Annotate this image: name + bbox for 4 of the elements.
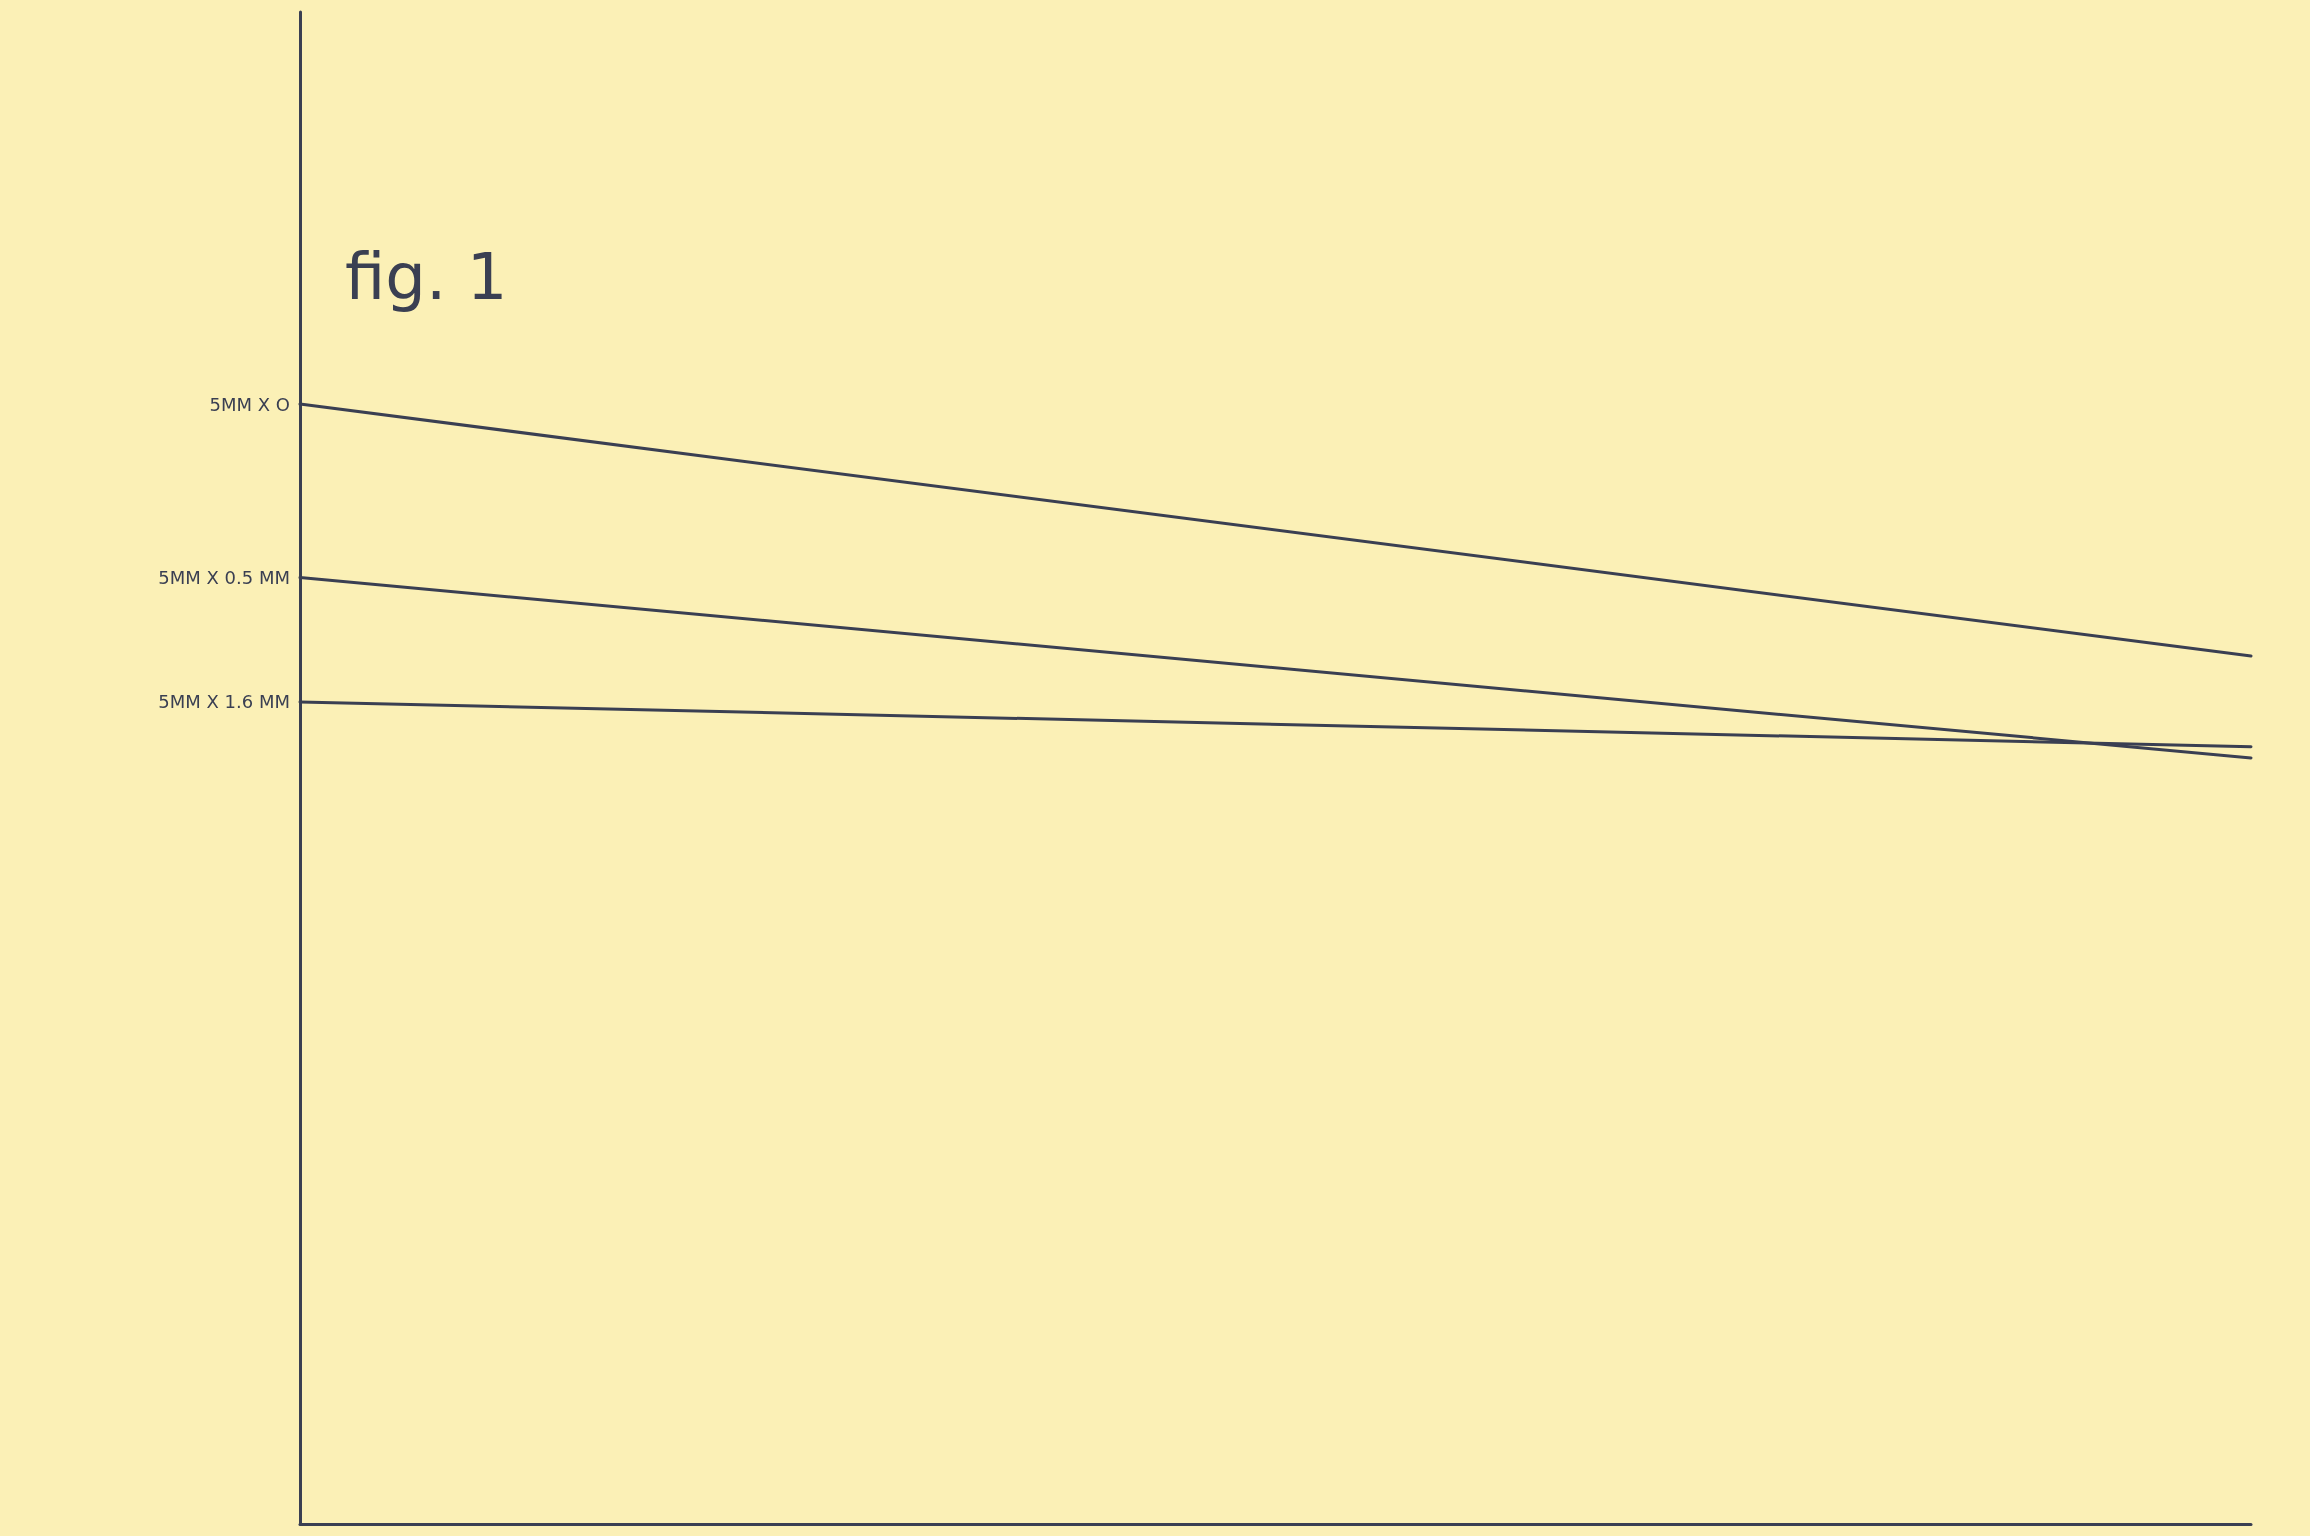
series-label: 5MM X O: [209, 393, 290, 415]
series-label: 5MM X 1.6 MM: [158, 691, 290, 713]
chart-title: fig. 1: [345, 240, 508, 314]
series-label: 5MM X 0.5 MM: [158, 567, 290, 589]
